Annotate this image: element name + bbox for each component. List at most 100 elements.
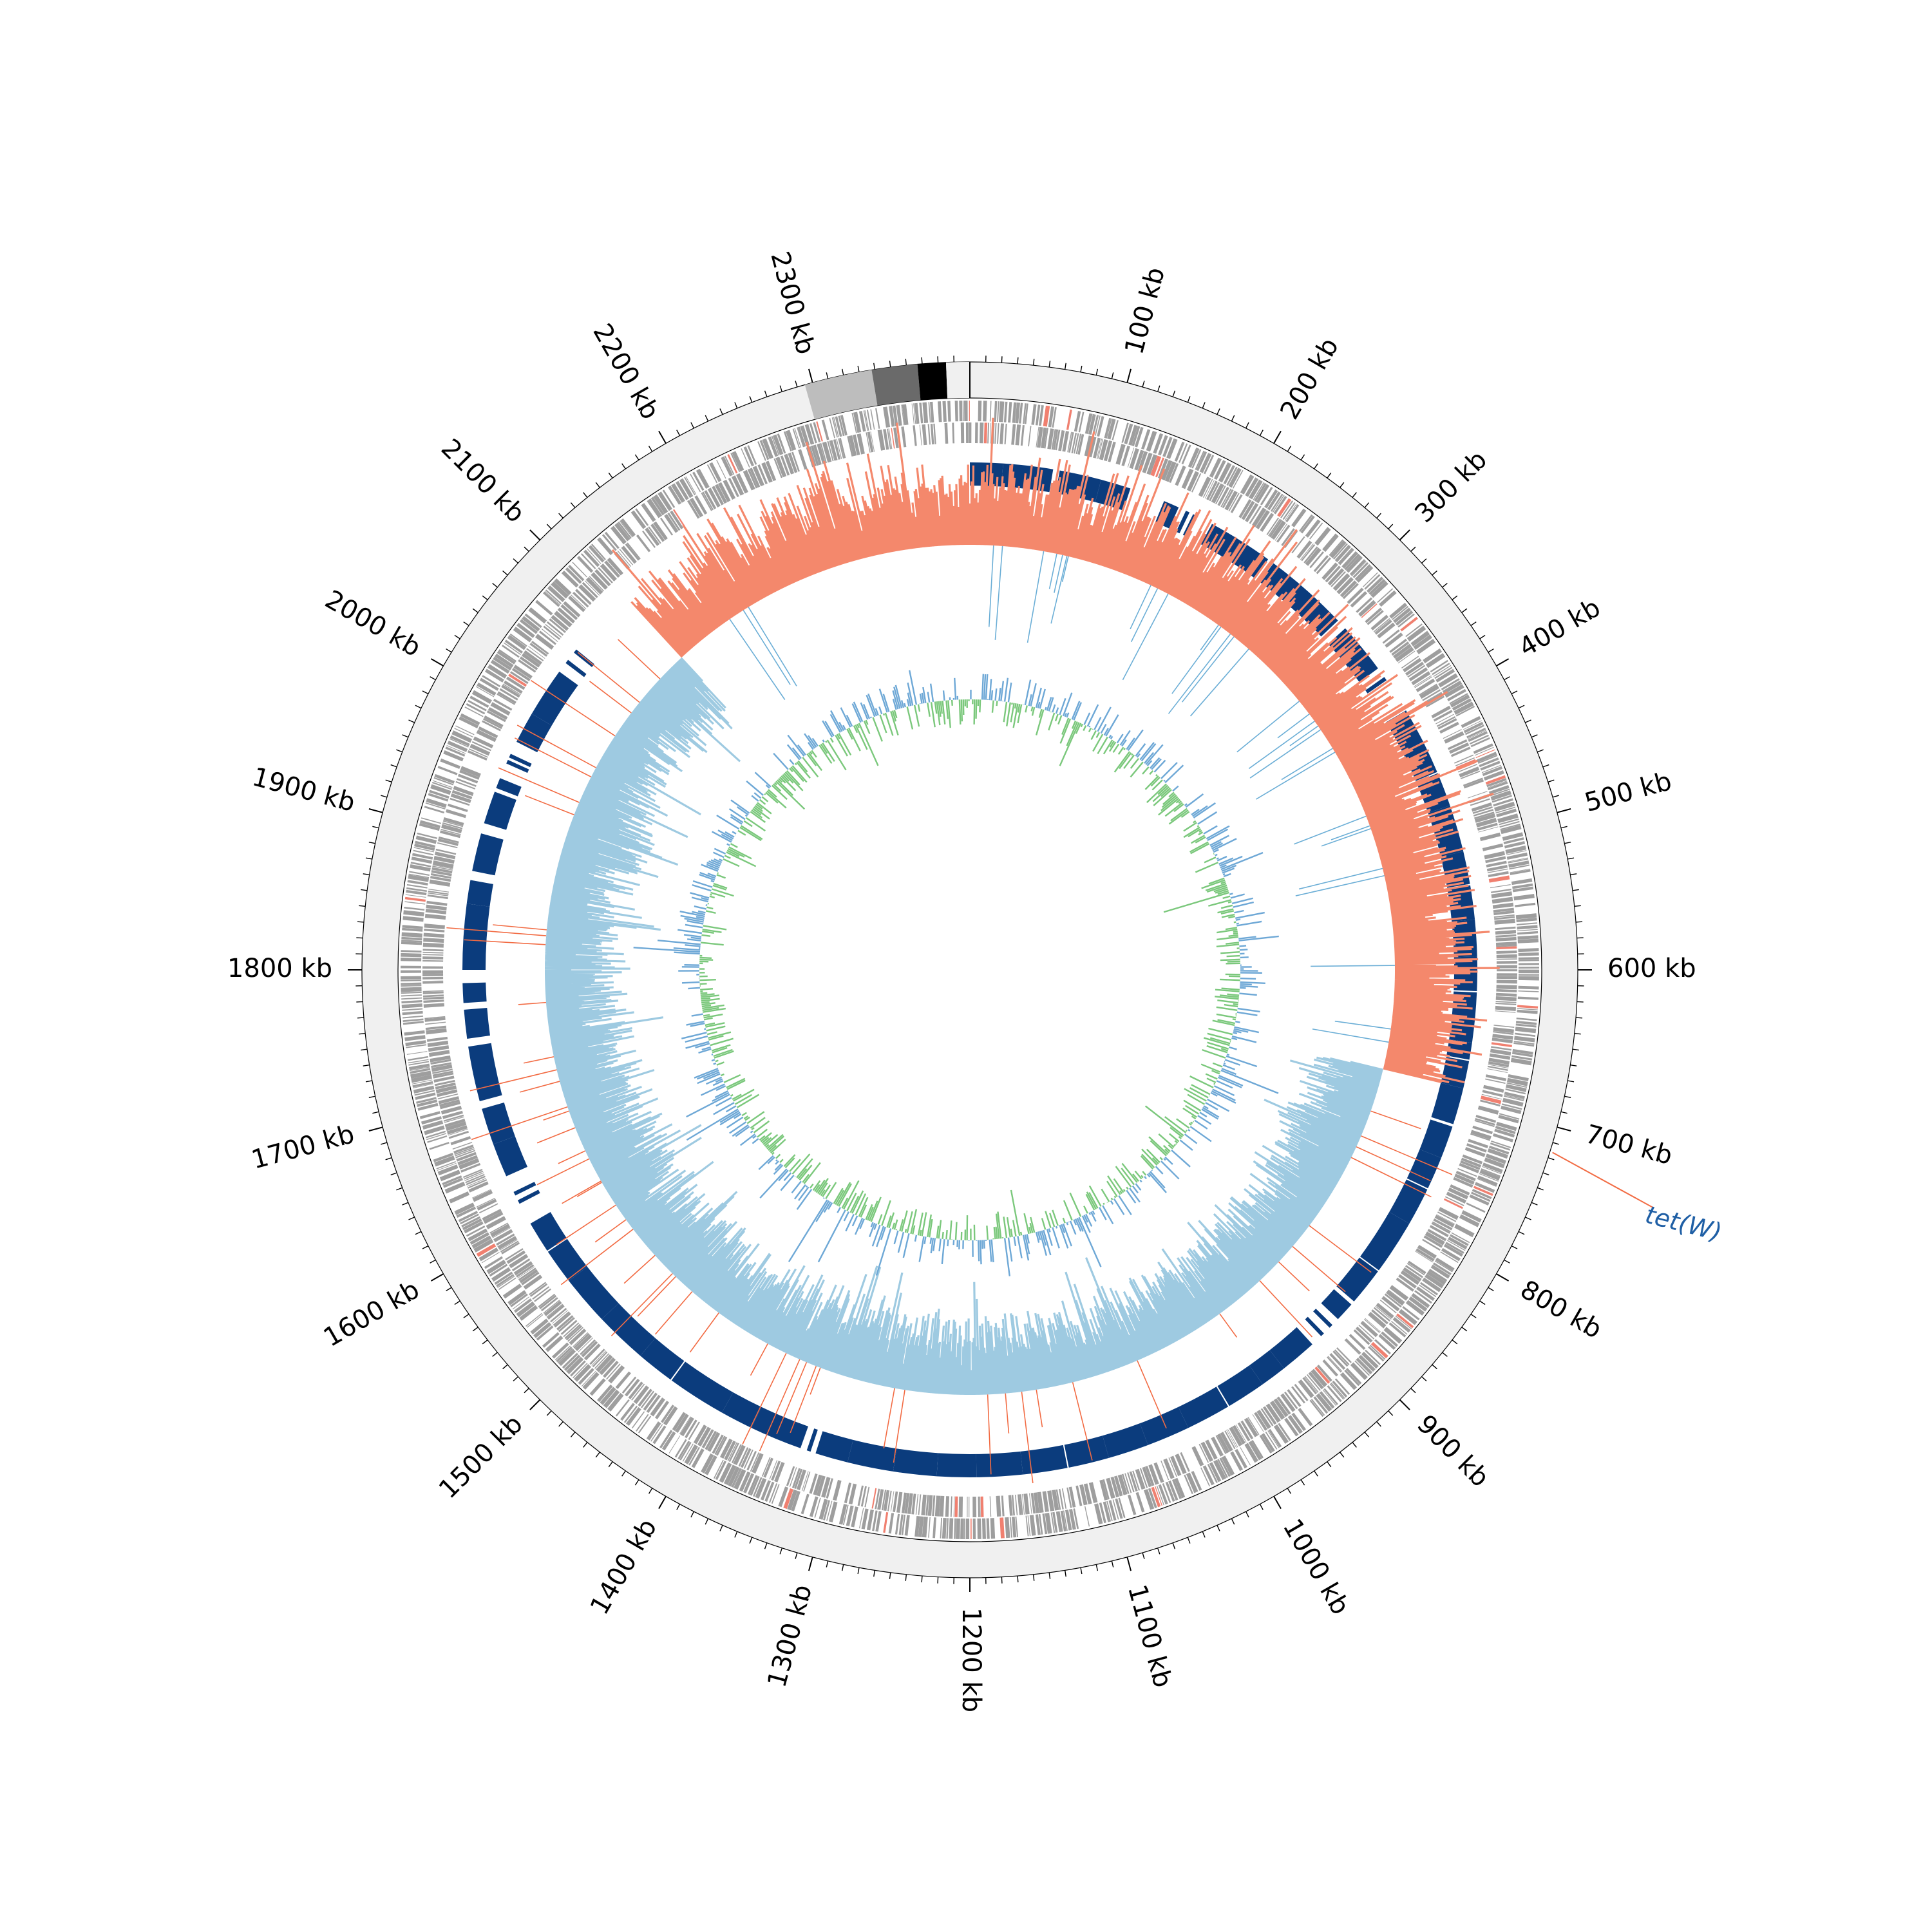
feature-segment [810,1496,819,1517]
feature-segment [1068,432,1074,453]
feature-segment [836,439,842,459]
feature-segment [1160,1460,1170,1481]
feature-segment [1209,457,1222,478]
feature-segment [455,1150,475,1159]
feature-segment [717,482,731,502]
feature-segment [839,437,846,459]
feature-segment [1222,489,1233,508]
feature-segment [954,1496,958,1517]
feature-segment [483,717,502,730]
feature-segment [422,980,444,982]
feature-segment [1047,428,1054,450]
feature-segment [504,680,523,694]
feature-segment [563,601,581,618]
feature-segment [464,1172,484,1181]
feature-segment [597,1384,613,1403]
feature-segment [659,1430,673,1448]
feature-segment [1493,907,1514,913]
region-block-29 [1360,1212,1410,1271]
minor-tick [1410,1388,1416,1394]
feature-segment [412,1079,433,1084]
feature-segment [1322,1389,1337,1406]
feature-segment [538,630,556,645]
minor-tick [749,396,753,402]
feature-segment [969,401,970,422]
feature-segment [1510,868,1531,873]
minor-tick [1364,502,1370,508]
feature-segment [1127,447,1135,468]
feature-segment [989,422,992,444]
minor-tick [889,361,891,368]
feature-segment [1436,1214,1455,1225]
feature-segment [1517,1009,1538,1014]
feature-segment [1344,553,1360,571]
feature-segment [1378,1334,1396,1350]
feature-segment [558,1317,575,1332]
feature-segment [482,675,501,688]
feature-segment [1112,420,1119,440]
feature-segment [580,1339,596,1356]
feature-segment [582,1372,600,1390]
region-block-50 [671,1361,734,1413]
feature-segment [417,1103,439,1111]
feature-segment [1055,430,1061,451]
feature-segment [1478,826,1499,833]
tick-label-1000: 1000 kb [1277,1514,1355,1620]
feature-segment [960,422,965,444]
feature-segment [893,427,899,449]
feature-segment [956,1518,960,1539]
feature-segment [820,442,827,464]
feature-segment [457,1155,478,1166]
feature-segment [1518,967,1539,969]
feature-segment [597,537,614,556]
feature-segment [1401,656,1419,669]
feature-segment [429,1142,450,1150]
minor-tick [1432,570,1437,576]
feature-segment [1088,1482,1098,1504]
feature-segment [1486,778,1507,788]
feature-segment [1516,917,1537,923]
feature-segment [1397,613,1415,628]
feature-segment [919,424,922,446]
feature-segment [1305,547,1321,566]
feature-segment [1361,1351,1379,1369]
minor-tick [1537,749,1544,753]
feature-segment [497,691,516,704]
feature-segment [513,1261,533,1276]
feature-segment [554,1345,571,1361]
feature-segment [743,1449,753,1469]
feature-segment [846,1505,853,1526]
feature-segment [1463,720,1482,730]
region-block-53 [569,1266,619,1320]
feature-segment [728,477,739,498]
feature-segment [419,820,440,829]
feature-segment [728,1443,739,1463]
feature-segment [829,440,835,461]
feature-segment [636,1414,649,1432]
feature-segment [448,1130,469,1139]
feature-segment [773,458,782,478]
feature-segment [484,1256,504,1269]
feature-segment [430,1059,451,1065]
feature-segment [687,500,700,519]
feature-segment [545,1335,564,1352]
major-tick-1600 [430,1273,444,1282]
feature-segment [1226,1430,1237,1448]
feature-segment [554,611,573,628]
region-block-41 [1020,1444,1068,1475]
feature-segment [491,1267,511,1282]
feature-segment [959,401,963,422]
feature-segment [954,401,958,422]
feature-segment [496,1274,515,1287]
feature-segment [860,1486,867,1507]
minor-tick [779,385,782,392]
feature-segment [1191,473,1202,493]
feature-segment [826,1501,833,1521]
feature-segment [1191,449,1202,469]
feature-segment [1309,1399,1324,1417]
feature-segment [1062,431,1070,452]
feature-segment [402,916,424,922]
feature-segment [1493,1030,1514,1035]
feature-segment [468,699,487,712]
feature-segment [1011,1495,1016,1516]
